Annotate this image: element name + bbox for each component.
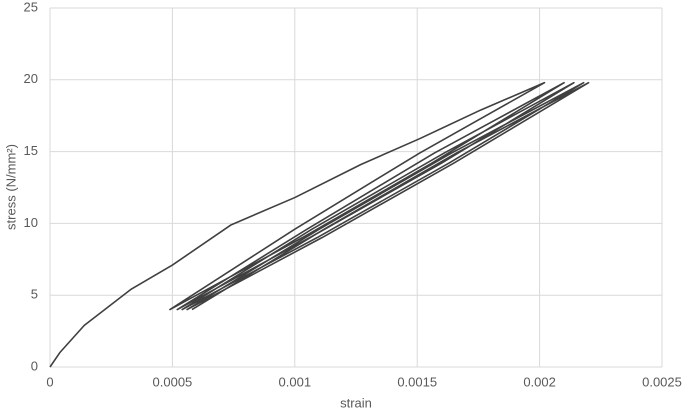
y-axis-title: stress (N/mm²) — [3, 144, 18, 230]
y-tick-label: 15 — [24, 143, 38, 158]
x-tick-label: 0.0015 — [397, 374, 437, 389]
y-tick-label: 25 — [24, 0, 38, 14]
y-tick-label: 10 — [24, 215, 38, 230]
y-tick-label: 0 — [31, 358, 38, 373]
data-line — [49, 81, 590, 368]
x-axis-title: strain — [340, 395, 372, 410]
x-tick-label: 0.0025 — [642, 374, 682, 389]
y-tick-label: 20 — [24, 71, 38, 86]
x-tick-label: 0.0005 — [153, 374, 193, 389]
x-tick-label: 0 — [46, 374, 53, 389]
x-tick-label: 0.001 — [279, 374, 312, 389]
y-tick-label: 5 — [31, 287, 38, 302]
x-tick-label: 0.002 — [523, 374, 556, 389]
